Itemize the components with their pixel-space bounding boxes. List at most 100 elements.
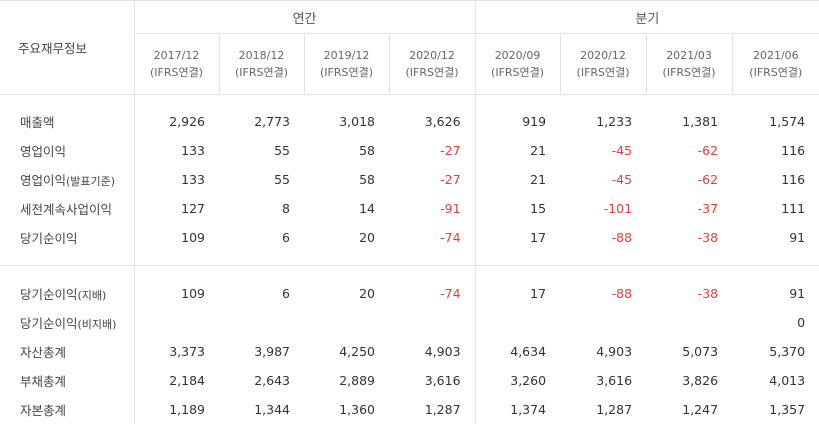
spacer-cell (646, 95, 732, 108)
table-row: 당기순이익 109 6 20 -74 17 -88 -38 91 (0, 223, 819, 252)
value-cell: 116 (781, 172, 806, 187)
period-date: 2021/03 (666, 49, 712, 62)
value-cell: 109 (133, 279, 219, 308)
row-label: 세전계속사업이익 (0, 194, 134, 223)
spacer-cell (304, 252, 389, 266)
spacer-cell (389, 252, 475, 266)
value-cell: -38 (697, 230, 719, 245)
spacer-cell (474, 252, 561, 266)
value-cell: 116 (781, 143, 806, 158)
period-date: 2021/06 (752, 49, 799, 62)
quarterly-group-header: 분기 (474, 0, 819, 34)
row-label-main: 자산총계 (20, 345, 67, 360)
value-cell: 1,374 (474, 395, 561, 424)
row-label: 자산총계 (0, 337, 134, 366)
spacer-cell (133, 94, 219, 107)
value-cell: -91 (440, 201, 461, 216)
table-row: 세전계속사업이익 127 8 14 -91 15 -101 -37 111 (0, 194, 819, 223)
row-label-main: 세전계속사업이익 (20, 202, 113, 217)
period-basis: (IFRS연결) (491, 66, 545, 79)
value-cell: 2,926 (133, 107, 219, 136)
value-cell (560, 308, 646, 337)
financial-summary-table: 주요재무정보 연간 분기 2017/12 (IFRS연결) 2018/12 (IFRS… (0, 0, 819, 424)
value-cell: 1,287 (424, 402, 461, 417)
period-basis: (IFRS연결) (576, 66, 630, 79)
row-label: 부채총계 (0, 366, 134, 395)
value-cell: 20 (359, 286, 375, 301)
value-cell: -74 (440, 230, 461, 245)
value-cell (389, 308, 475, 337)
value-cell: 1,287 (596, 402, 633, 417)
value-cell: -27 (440, 143, 461, 158)
value-cell: -45 (611, 143, 633, 158)
row-label-main: 영업이익 (20, 173, 67, 188)
value-cell: -101 (603, 201, 633, 216)
value-cell: 3,260 (474, 366, 561, 395)
spacer-cell (0, 266, 134, 279)
row-label-header: 주요재무정보 (0, 0, 134, 95)
value-cell: -45 (611, 172, 633, 187)
value-cell: 1,233 (596, 114, 633, 129)
value-cell: -62 (697, 172, 719, 187)
value-cell: -88 (611, 230, 633, 245)
spacer-cell (219, 252, 304, 266)
period-basis: (IFRS연결) (149, 66, 204, 79)
value-cell: 111 (781, 201, 806, 216)
row-label: 자본총계 (0, 395, 134, 424)
value-cell: 1,574 (769, 114, 806, 129)
value-cell: -88 (611, 286, 633, 301)
value-cell: -37 (697, 201, 719, 216)
period-header: 2017/12 (IFRS연결) (133, 33, 219, 95)
row-label-suffix: (지배) (77, 289, 107, 302)
value-cell: 1,381 (682, 114, 719, 129)
value-cell: -38 (697, 286, 719, 301)
table-row: 영업이익(발표기준) 133 55 58 -27 21 -45 -62 116 (0, 165, 819, 194)
spacer-cell (0, 265, 134, 266)
value-cell (474, 308, 561, 337)
spacer-cell (389, 95, 475, 108)
spacer-cell (219, 266, 304, 279)
value-cell: -27 (440, 172, 461, 187)
value-cell: 58 (359, 172, 375, 187)
value-cell: -74 (440, 286, 461, 301)
period-header: 2021/03 (IFRS연결) (645, 33, 733, 95)
spacer-cell (133, 252, 219, 266)
spacer-cell (646, 252, 732, 266)
value-cell: 2,184 (133, 366, 219, 395)
value-cell: 133 (133, 136, 219, 165)
value-cell: 58 (359, 143, 375, 158)
value-cell: 6 (282, 286, 290, 301)
row-label-suffix: (비지배) (77, 318, 117, 331)
value-cell: 3,616 (596, 373, 633, 388)
period-header: 2018/12 (IFRS연결) (218, 33, 304, 95)
value-cell (646, 308, 732, 337)
spacer-cell (560, 266, 646, 279)
value-cell: 133 (133, 165, 219, 194)
spacer-cell (133, 265, 219, 266)
row-label-suffix: (발표기준) (66, 175, 116, 188)
period-basis: (IFRS연결) (405, 66, 459, 79)
value-cell: 1,344 (254, 402, 290, 417)
spacer-cell (219, 265, 304, 266)
value-cell: 2,643 (254, 373, 290, 388)
row-label-main: 매출액 (20, 115, 55, 130)
value-cell: 1,247 (682, 402, 719, 417)
spacer-cell (0, 95, 134, 108)
period-basis: (IFRS연결) (749, 66, 803, 79)
table-row: 자본총계 1,189 1,344 1,360 1,287 1,374 1,287 1,247 1… (0, 395, 819, 424)
value-cell: 14 (359, 201, 375, 216)
spacer-cell (732, 252, 819, 266)
spacer-cell (560, 95, 646, 108)
row-label: 당기순이익(비지배) (0, 308, 134, 337)
value-cell: 4,903 (596, 344, 633, 359)
value-cell (133, 308, 219, 337)
row-label-main: 당기순이익 (20, 287, 78, 302)
value-cell: 2,773 (254, 114, 290, 129)
value-cell: -62 (697, 143, 719, 158)
period-date: 2017/12 (153, 49, 200, 62)
period-date: 2019/12 (323, 49, 370, 62)
value-cell: 919 (474, 107, 561, 136)
spacer-cell (304, 265, 389, 266)
spacer-cell (474, 266, 561, 279)
period-header: 2020/09 (IFRS연결) (474, 33, 561, 95)
